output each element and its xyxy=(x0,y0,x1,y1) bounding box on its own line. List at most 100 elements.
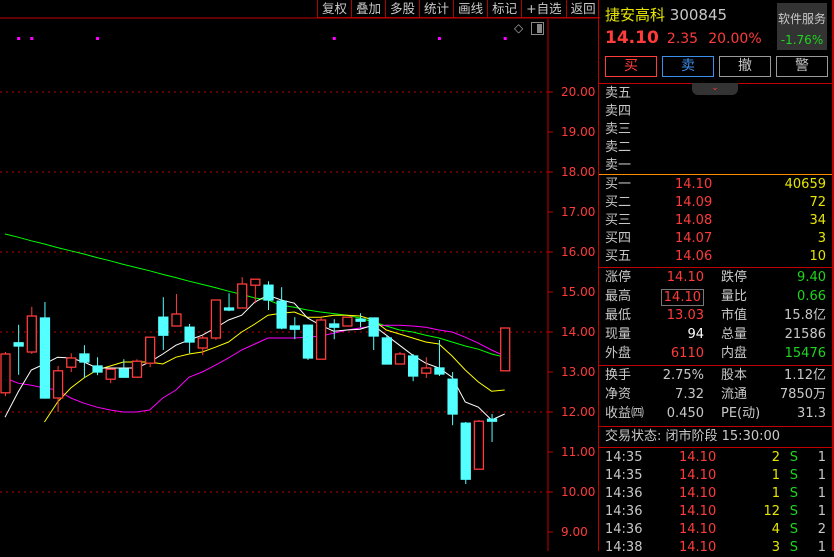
tick-row: 14:35 14.10 1 S 1 xyxy=(605,467,826,485)
candle xyxy=(237,277,248,309)
candle xyxy=(421,357,432,378)
buy-level-row: 买四 14.07 3 xyxy=(605,230,826,248)
ma-line xyxy=(44,311,505,423)
kline-chart[interactable]: 20.00 19.00 18.00 17.00 16.00 15.00 14.00 13.00… xyxy=(0,0,598,551)
toolbar-button[interactable]: 统计 xyxy=(419,0,453,18)
signal-marker xyxy=(17,37,21,40)
buy-level-row: 买二 14.09 72 xyxy=(605,194,826,212)
tick-row: 14:36 14.10 1 S 1 xyxy=(605,485,826,503)
level-label: 卖二 xyxy=(605,140,632,155)
candle xyxy=(434,340,445,376)
signal-marker xyxy=(503,37,507,40)
stat-value: 1.12亿 xyxy=(784,368,826,383)
y-tick-label: 16.00 xyxy=(561,245,595,259)
stat-label: 股本 xyxy=(721,368,748,383)
signal-marker xyxy=(437,37,441,40)
candle xyxy=(381,335,393,365)
stock-code: 300845 xyxy=(669,6,728,24)
candle xyxy=(276,287,287,330)
tick-volume: 3 xyxy=(771,540,780,555)
level-volume: 3 xyxy=(817,231,826,246)
stat-label: 市值 xyxy=(721,308,748,323)
stat-label: 外盘 xyxy=(605,346,632,361)
stock-name: 捷安高科 xyxy=(605,6,666,24)
level-price: 14.09 xyxy=(675,195,713,210)
toolbar-button[interactable]: 返回 xyxy=(565,0,600,18)
y-tick-label: 14.00 xyxy=(561,325,595,339)
candle xyxy=(13,324,24,375)
tick-price: 14.10 xyxy=(679,504,717,519)
sell-level-row: 卖二 xyxy=(605,139,826,157)
stat-row: 涨停 14.10 跌停 9.40 xyxy=(605,269,826,287)
stat-label: PE(动) xyxy=(721,406,761,421)
y-tick-label: 15.00 xyxy=(561,285,595,299)
sell-level-row: 卖一 xyxy=(605,157,826,175)
diamond-icon[interactable]: ◇ xyxy=(514,21,524,35)
stat-label: 换手 xyxy=(605,368,632,383)
buy-level-row: 买三 14.08 34 xyxy=(605,212,826,230)
stat-value: 2.75% xyxy=(662,368,704,383)
tick-count: 1 xyxy=(817,450,826,465)
candle xyxy=(39,302,51,399)
alert-button[interactable]: 警 xyxy=(776,56,828,77)
level-label: 卖四 xyxy=(605,104,632,119)
sell-button[interactable]: 卖 xyxy=(662,56,714,77)
candle xyxy=(289,317,300,340)
candle xyxy=(342,316,353,327)
tick-side: S xyxy=(789,468,798,483)
sell-level-row: 卖五 xyxy=(605,85,826,103)
toolbar-button[interactable]: 多股 xyxy=(385,0,419,18)
panel-toggle-icon[interactable] xyxy=(531,22,544,35)
stat-label: 涨停 xyxy=(605,270,632,285)
tick-count: 1 xyxy=(817,504,826,519)
stat-value: 0.450 xyxy=(666,406,704,421)
stat-value: 15.8亿 xyxy=(784,308,826,323)
sector-change: -1.76% xyxy=(780,33,824,47)
tick-row: 14:36 14.10 4 S 2 xyxy=(605,521,826,539)
toolbar-button[interactable]: 画线 xyxy=(453,0,487,18)
candle xyxy=(118,359,129,378)
stat-value: 6110 xyxy=(670,346,704,361)
signal-marker xyxy=(30,37,34,40)
y-tick-label: 17.00 xyxy=(561,205,595,219)
tick-volume: 12 xyxy=(763,504,780,519)
sell-level-row: 卖三 xyxy=(605,121,826,139)
toolbar-button[interactable]: +自选 xyxy=(521,0,565,18)
tick-volume: 1 xyxy=(771,468,780,483)
expand-chevron-icon[interactable]: ⌄ xyxy=(692,83,738,95)
level-label: 买四 xyxy=(605,231,632,246)
y-tick-label: 13.00 xyxy=(561,365,595,379)
fundamental-row: 收益㈣ 0.450 PE(动) 31.3 xyxy=(605,405,826,423)
tick-time: 14:36 xyxy=(605,486,643,501)
candle xyxy=(52,366,64,412)
candle xyxy=(184,324,195,354)
stat-value: 7850万 xyxy=(779,387,826,402)
tick-time: 14:35 xyxy=(605,450,643,465)
level-label: 买二 xyxy=(605,195,632,210)
y-tick-label: 11.00 xyxy=(561,445,595,459)
toolbar-button[interactable]: 复权 xyxy=(317,0,351,18)
tick-count: 1 xyxy=(817,468,826,483)
buy-button[interactable]: 买 xyxy=(605,56,657,77)
stat-label: 净资 xyxy=(605,387,632,402)
fundamental-row: 净资 7.32 流通 7850万 xyxy=(605,386,826,404)
candle xyxy=(131,359,143,378)
candle xyxy=(500,327,511,372)
level-volume: 10 xyxy=(809,249,826,264)
stat-label: 总量 xyxy=(721,327,748,342)
stat-label: 跌停 xyxy=(721,270,748,285)
chart-toolbar: 复权 叠加 多股 统计 画线 标记 +自选 返回 xyxy=(317,0,600,18)
toolbar-button[interactable]: 标记 xyxy=(487,0,521,18)
tick-count: 1 xyxy=(817,540,826,555)
candle xyxy=(92,357,103,376)
stat-value: 14.10 xyxy=(666,270,704,285)
stat-label: 最高 xyxy=(605,289,632,304)
y-tick-label: 19.00 xyxy=(561,125,595,139)
stat-row: 现量 94 总量 21586 xyxy=(605,326,826,344)
stat-value: 21586 xyxy=(784,327,826,342)
toolbar-button[interactable]: 叠加 xyxy=(351,0,385,18)
stat-label: 最低 xyxy=(605,308,632,323)
sector-box[interactable]: 软件服务 -1.76% xyxy=(777,3,827,50)
cancel-order-button[interactable]: 撤 xyxy=(719,56,771,77)
level-label: 卖一 xyxy=(605,158,632,173)
